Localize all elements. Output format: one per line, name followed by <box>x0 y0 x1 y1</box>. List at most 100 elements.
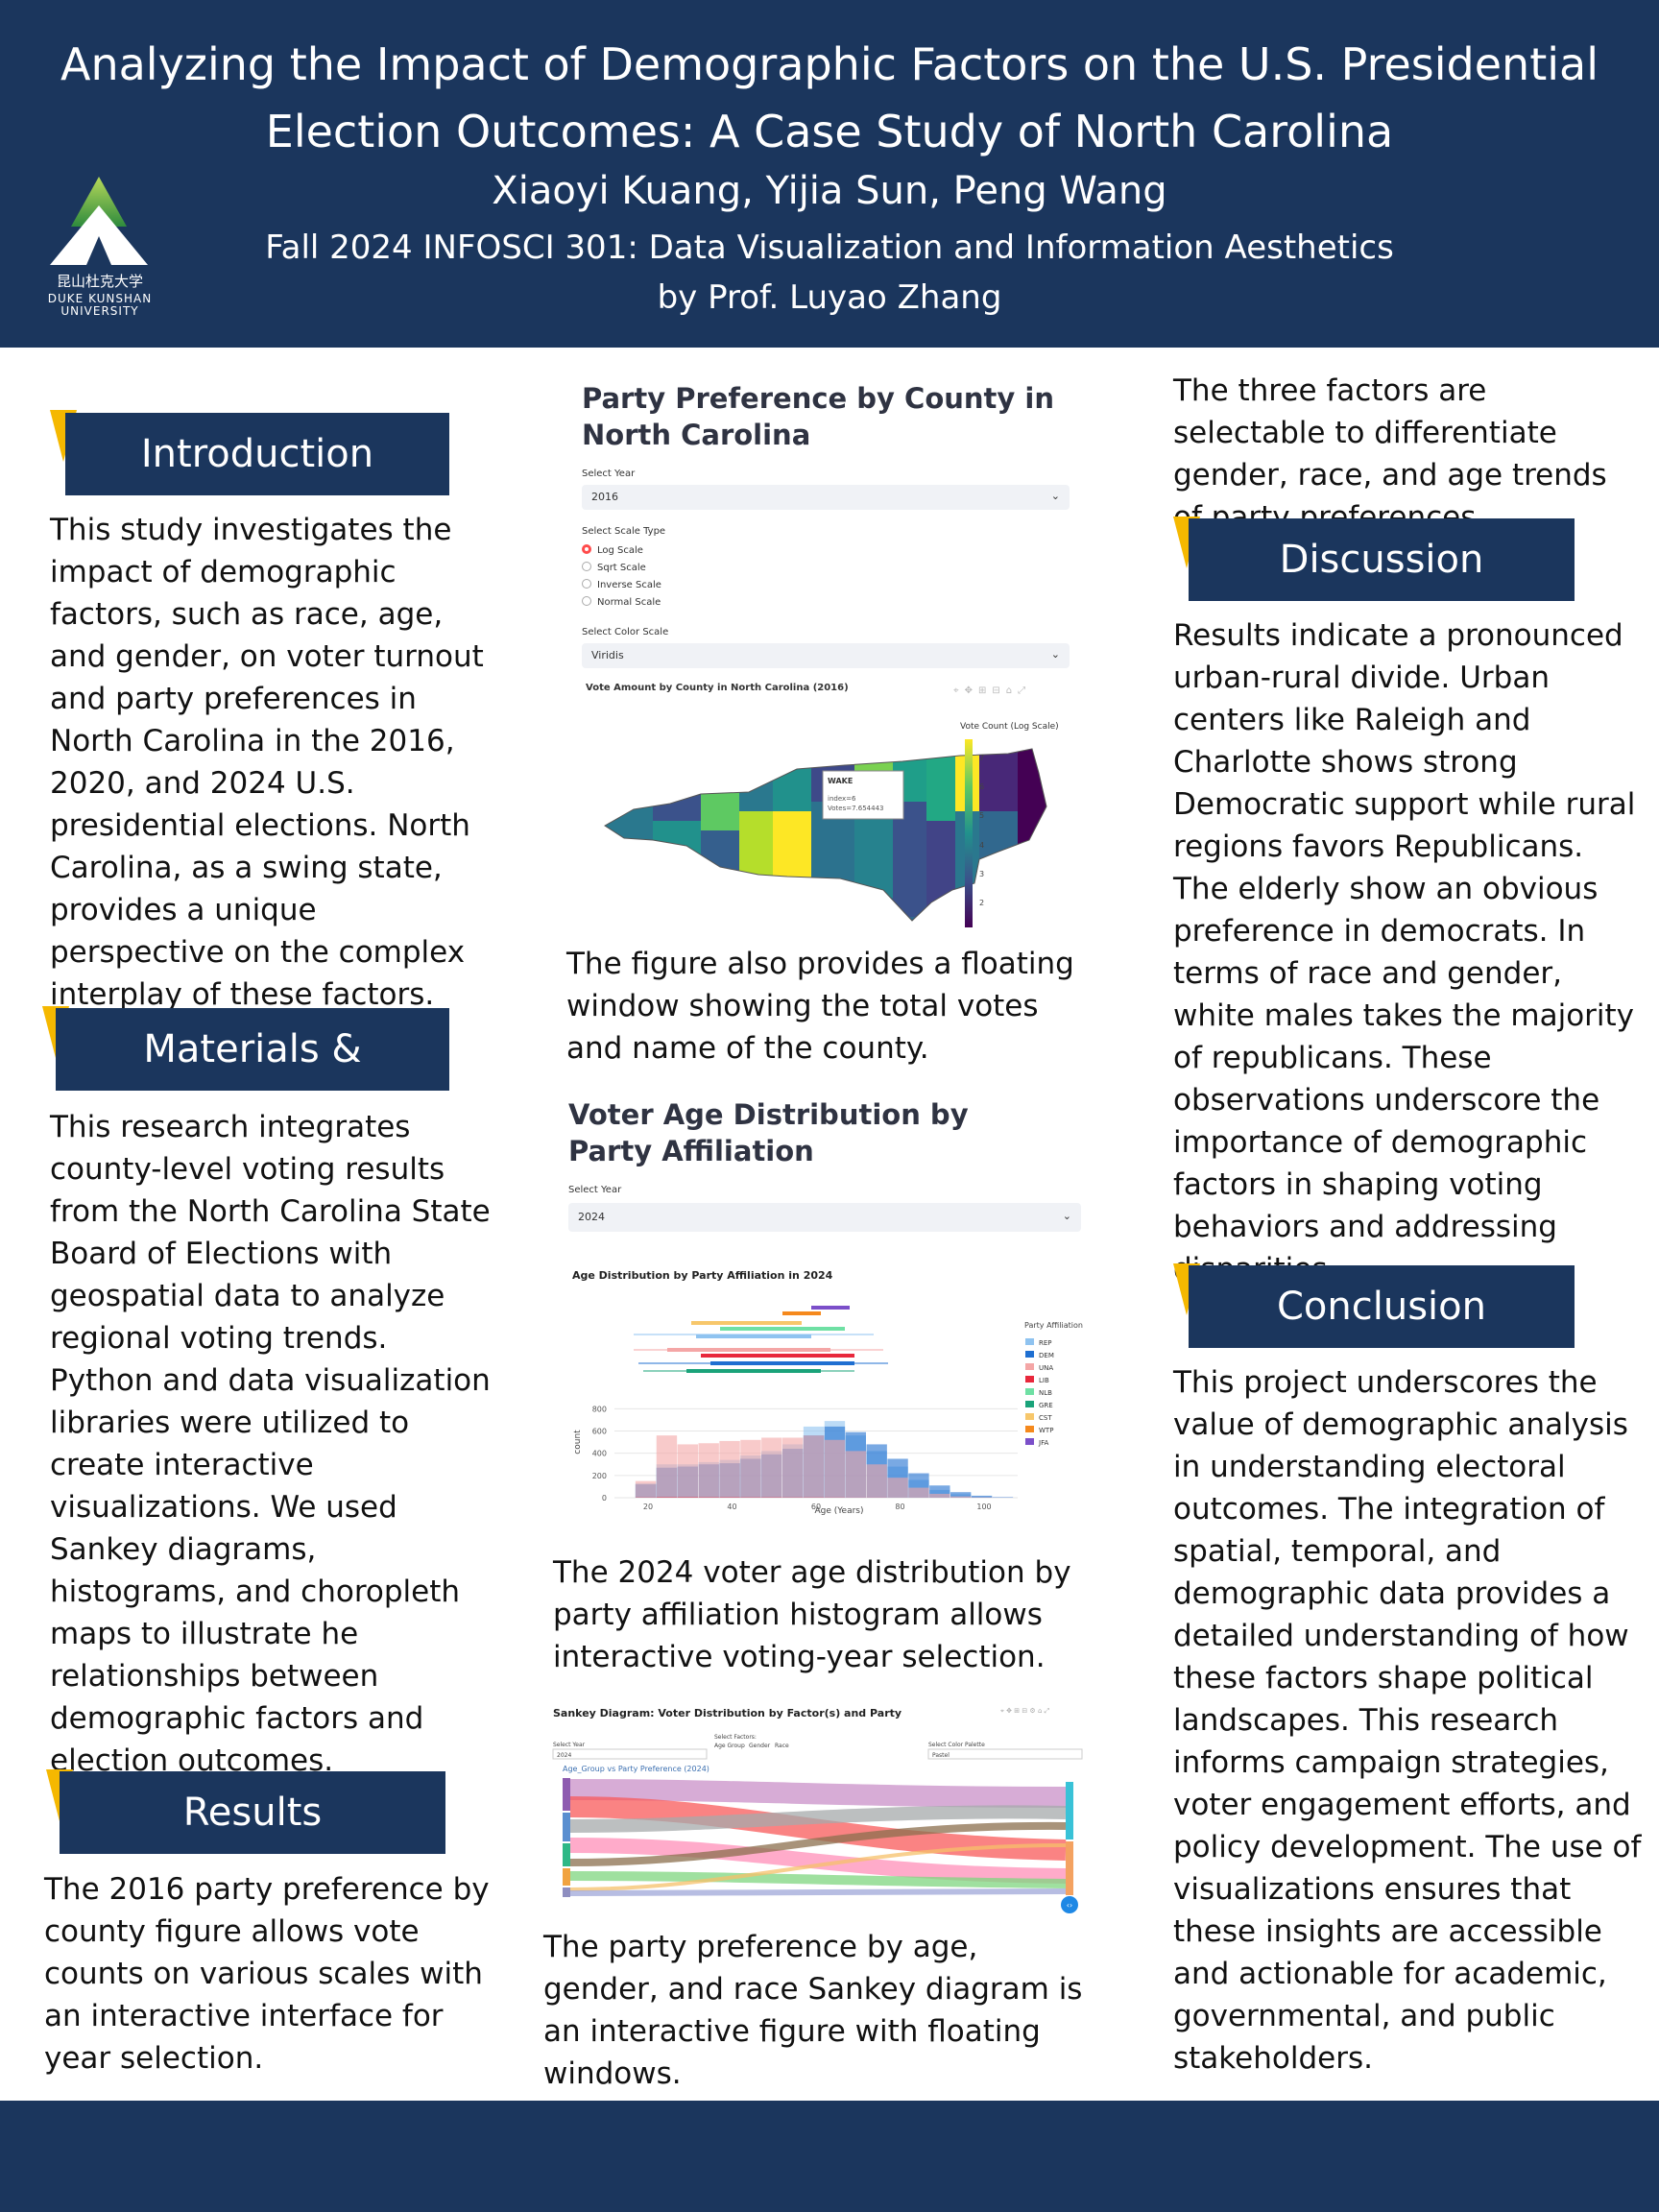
y-tick-label: 800 <box>592 1405 607 1413</box>
sankey-palette-label: Select Color Palette <box>928 1742 985 1748</box>
histogram-bar <box>719 1440 740 1498</box>
factor-race[interactable]: Race <box>775 1743 789 1749</box>
methods-heading: Materials & Methods <box>56 1008 449 1154</box>
legend-label: CST <box>1039 1414 1052 1422</box>
figure1-color-select[interactable]: Viridis ⌄ <box>582 643 1070 668</box>
sankey-title: Sankey Diagram: Voter Distribution by Fa… <box>553 1707 902 1719</box>
discussion-text: Results indicate a pronounced urban-rura… <box>1173 618 1636 1286</box>
colorbar-tick: 4 <box>979 840 985 850</box>
dku-logo-icon <box>50 177 148 265</box>
factor-gender[interactable]: Gender <box>749 1743 771 1749</box>
state-outline <box>604 748 1047 922</box>
chevron-down-icon: ⌄ <box>1050 648 1060 661</box>
legend-label: REP <box>1039 1339 1052 1347</box>
x-tick-label: 100 <box>976 1503 991 1511</box>
scale-option-inverse[interactable]: Inverse Scale <box>582 579 661 590</box>
scale-option-label: Normal Scale <box>597 597 661 608</box>
course-info: Fall 2024 INFOSCI 301: Data Visualizatio… <box>0 223 1659 323</box>
plot-toolbar[interactable]: ⌖ ✥ ⊞ ⊟ ⚙ ⌂ ⤢ <box>1000 1707 1050 1715</box>
figure2-year-select[interactable]: 2024 ⌄ <box>568 1203 1081 1232</box>
marginal-boxplots <box>634 1306 888 1373</box>
legend-label: DEM <box>1039 1352 1054 1359</box>
histogram-bar <box>719 1497 740 1498</box>
x-tick-label: 80 <box>895 1503 904 1511</box>
histogram-bar <box>677 1497 698 1498</box>
radio-selected-icon <box>582 544 591 554</box>
figure1-year-value: 2016 <box>591 491 618 503</box>
histogram-bar <box>635 1480 657 1498</box>
colorbar-tick: 7 <box>979 754 985 762</box>
colorbar-tick: 6 <box>979 782 985 792</box>
colorbar <box>965 739 973 927</box>
histogram-axes: 0 200 400 600 800 20 40 60 80 100 <box>592 1405 992 1511</box>
introduction-text: This study investigates the impact of de… <box>50 513 484 1012</box>
logo-english-line2: UNIVERSITY <box>60 304 139 318</box>
title-line2: Election Outcomes: A Case Study of North… <box>265 106 1394 157</box>
colorbar-tick: 5 <box>979 811 985 821</box>
histogram-legend: REP DEM UNA LIB NLB GRE CST WTP JFA <box>1025 1338 1054 1447</box>
y-tick-label: 400 <box>592 1450 607 1458</box>
figure1-caption: The figure also provides a floating wind… <box>566 947 1074 1066</box>
histogram-bar <box>656 1435 678 1498</box>
histogram-bar <box>971 1495 993 1498</box>
age-histogram[interactable]: Age Distribution by Party Affiliation in… <box>566 1258 1104 1517</box>
conclusion-heading: Conclusion <box>1189 1265 1575 1348</box>
histogram-bars <box>635 1421 1014 1498</box>
figure2-year-label: Select Year <box>568 1185 622 1195</box>
histogram-bar <box>887 1478 908 1498</box>
y-tick-label: 0 <box>602 1494 607 1503</box>
radio-icon <box>582 579 591 589</box>
figure1-color-value: Viridis <box>591 649 624 661</box>
histogram-bar <box>992 1497 1014 1498</box>
scale-option-sqrt[interactable]: Sqrt Scale <box>582 562 646 573</box>
legend-swatch <box>1025 1388 1034 1395</box>
histogram-bar <box>782 1437 804 1498</box>
sankey-nodes <box>563 1778 1073 1897</box>
histogram-bar <box>656 1497 678 1498</box>
scale-option-log[interactable]: Log Scale <box>582 544 643 556</box>
figure1-year-label: Select Year <box>582 469 636 479</box>
sankey-palette-select[interactable] <box>927 1748 1083 1760</box>
legend-swatch <box>1025 1438 1034 1445</box>
sankey-year-select[interactable] <box>552 1748 708 1760</box>
figure1-title: Party Preference by County in North Caro… <box>582 382 1054 451</box>
discussion-heading: Discussion <box>1189 518 1575 601</box>
sankey-figure[interactable]: Sankey Diagram: Voter Distribution by Fa… <box>549 1701 1096 1922</box>
results-heading: Results <box>60 1771 445 1854</box>
histogram-bar <box>824 1439 846 1498</box>
authors: Xiaoyi Kuang, Yijia Sun, Peng Wang <box>492 169 1167 213</box>
poster-footer <box>0 2101 1659 2212</box>
title-line1: Analyzing the Impact of Demographic Fact… <box>60 38 1599 90</box>
histogram-bar <box>950 1496 972 1498</box>
nc-choropleth-map[interactable]: WAKE index=6 Votes=7.654443 <box>595 715 1075 936</box>
course-line2: by Prof. Luyao Zhang <box>657 278 1002 317</box>
legend-swatch <box>1025 1363 1034 1370</box>
x-tick-label: 20 <box>643 1503 653 1511</box>
legend-title: Party Affiliation <box>1024 1321 1083 1330</box>
sankey-scroll-icon[interactable]: ‹› <box>1061 1896 1078 1913</box>
histogram-bar <box>845 1451 866 1498</box>
figure1-year-select[interactable]: 2016 ⌄ <box>582 485 1070 510</box>
figure2-year-value: 2024 <box>578 1211 605 1223</box>
legend-swatch <box>1025 1413 1034 1420</box>
legend-label: GRE <box>1039 1402 1053 1409</box>
svg-text:‹›: ‹› <box>1067 1901 1072 1910</box>
plot-toolbar[interactable]: ⌖✥⊞⊟⌂⤢ <box>953 685 1032 696</box>
legend-label: WTP <box>1039 1427 1053 1434</box>
figure2-title: Voter Age Distribution by Party Affiliat… <box>568 1098 969 1167</box>
legend-label: JFA <box>1038 1439 1048 1447</box>
poster-title: Analyzing the Impact of Demographic Fact… <box>0 31 1659 165</box>
figure1-scale-label: Select Scale Type <box>582 526 666 537</box>
y-tick-label: 600 <box>592 1428 607 1436</box>
legend-swatch <box>1025 1426 1034 1432</box>
scale-option-normal[interactable]: Normal Scale <box>582 596 661 608</box>
figure3-caption: The party preference by age, gender, and… <box>543 1930 1083 2091</box>
factor-age-group[interactable]: Age Group <box>714 1743 745 1749</box>
y-tick-label: 200 <box>592 1472 607 1480</box>
tooltip-index: index=6 <box>828 795 856 803</box>
county-tooltip: WAKE index=6 Votes=7.654443 <box>822 770 904 820</box>
sankey-year-label: Select Year <box>553 1742 586 1748</box>
legend-swatch <box>1025 1376 1034 1382</box>
column3-intro-text: The three factors are selectable to diff… <box>1173 373 1607 535</box>
sankey-flows <box>569 1779 1067 1896</box>
